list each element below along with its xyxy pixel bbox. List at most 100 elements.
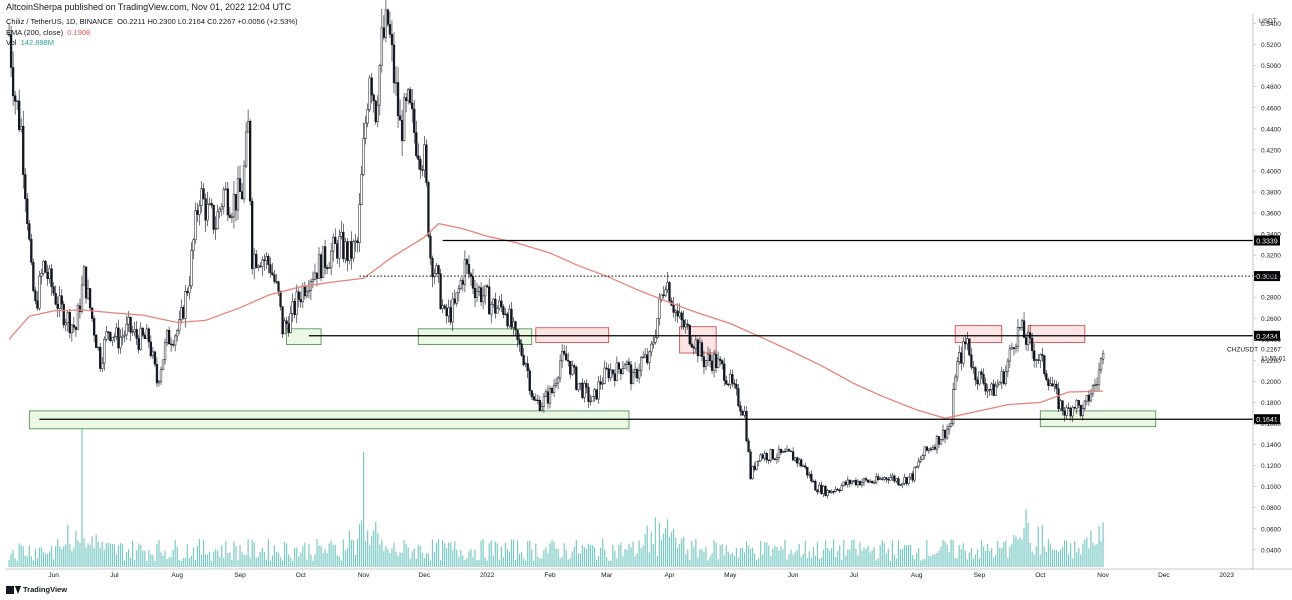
volume-bar — [1076, 552, 1078, 567]
candle-body — [498, 300, 501, 309]
volume-bar — [812, 547, 814, 567]
volume-bar — [442, 539, 444, 567]
volume-bar — [198, 539, 201, 567]
volume-bar — [964, 550, 966, 567]
volume-bar — [555, 548, 557, 567]
candle-body — [52, 286, 55, 294]
volume-bar — [308, 544, 310, 567]
volume-bar — [1082, 543, 1084, 567]
candle-body — [976, 379, 979, 385]
candle-body — [1033, 350, 1036, 361]
volume-bar — [458, 557, 460, 567]
legend-symbol-row[interactable]: Chiliz / TetherUS, 1D, BINANCE O0.2211 H… — [6, 17, 298, 28]
candle-body — [1045, 373, 1048, 380]
volume-bar — [614, 550, 616, 567]
candles — [7, 0, 1105, 499]
volume-bar — [312, 560, 314, 567]
candle-body — [597, 381, 600, 400]
volume-bar — [407, 547, 409, 567]
candle-body — [328, 267, 331, 269]
volume-bar — [1015, 536, 1017, 567]
candle-body — [1071, 406, 1074, 417]
candle-body — [573, 365, 576, 368]
volume-bar — [1039, 554, 1041, 567]
candle-body — [220, 206, 223, 210]
candle-body — [317, 254, 321, 279]
volume-bar — [602, 539, 604, 567]
candle-body — [637, 370, 641, 379]
ema-200-line — [8, 222, 1104, 419]
volume-bar — [778, 550, 780, 567]
volume-bar — [111, 544, 113, 567]
candle-body — [646, 354, 649, 364]
volume-bar — [77, 540, 79, 567]
candle-body — [356, 240, 359, 243]
volume-bar — [166, 559, 168, 567]
time-tick-label: Sep — [234, 572, 246, 579]
candle-body — [1018, 326, 1022, 329]
volume-bar — [462, 555, 464, 567]
candle-body — [488, 286, 491, 315]
candle-body — [907, 476, 910, 484]
volume-bar — [288, 554, 290, 567]
volume-bar — [962, 543, 964, 567]
volume-bar — [654, 517, 656, 567]
volume-bar — [156, 544, 158, 567]
volume-bar — [121, 544, 124, 567]
time-axis[interactable]: Jun Jul Aug Sep Oct Nov Dec 2022 Feb Mar Apr May Jun… — [48, 572, 1234, 579]
candle-body — [123, 334, 126, 337]
candle-body — [988, 389, 991, 391]
volume-bar — [664, 528, 667, 567]
volume-bar — [397, 555, 399, 567]
volume-bar — [419, 545, 421, 567]
candle-body — [676, 310, 679, 317]
volume-bar — [365, 540, 367, 567]
candle-body — [48, 268, 51, 279]
volume-bar — [984, 550, 987, 567]
volume-bar — [1011, 543, 1013, 567]
candle-body — [24, 174, 27, 200]
volume-bar — [780, 546, 782, 567]
volume-bar — [849, 549, 851, 567]
volume-bar — [871, 550, 873, 567]
candle-body — [635, 369, 639, 379]
volume-bar — [749, 548, 752, 567]
volume-bar — [725, 545, 727, 567]
volume-bar — [741, 547, 744, 567]
candle-body — [581, 382, 584, 398]
volume-bar — [460, 549, 462, 567]
candle-body — [917, 461, 920, 467]
volume-bar — [450, 542, 452, 567]
candle-body — [994, 385, 997, 396]
candle-body — [528, 370, 531, 392]
candle-body — [789, 450, 793, 453]
candle-body — [666, 282, 669, 291]
candle-body — [163, 342, 167, 361]
volume-bar — [745, 541, 748, 567]
candle-body — [228, 214, 232, 218]
candle-body — [390, 34, 394, 46]
candle-body — [1006, 360, 1010, 372]
footer-brand[interactable]: TradingView — [6, 585, 67, 594]
volume-bar — [804, 540, 806, 567]
candle-body — [313, 272, 317, 280]
candle-body — [684, 323, 687, 328]
legend-ema-row[interactable]: EMA (200, close) 0.1908 — [6, 28, 298, 39]
candle-body — [20, 126, 23, 130]
volume-bar — [893, 554, 895, 567]
price-tick-label: 0.4000 — [1261, 168, 1281, 175]
volume-bar — [358, 524, 361, 567]
volume-bar — [847, 549, 849, 567]
volume-bar — [123, 560, 126, 567]
volume-bar — [437, 539, 440, 567]
volume-bar — [703, 551, 705, 567]
candle-body — [273, 274, 276, 282]
candle-body — [216, 211, 219, 229]
candle-body — [1053, 384, 1056, 387]
volume-bar — [606, 557, 608, 567]
volume-bar — [1086, 537, 1088, 567]
candle-body — [194, 210, 197, 241]
candle-body — [222, 189, 225, 207]
